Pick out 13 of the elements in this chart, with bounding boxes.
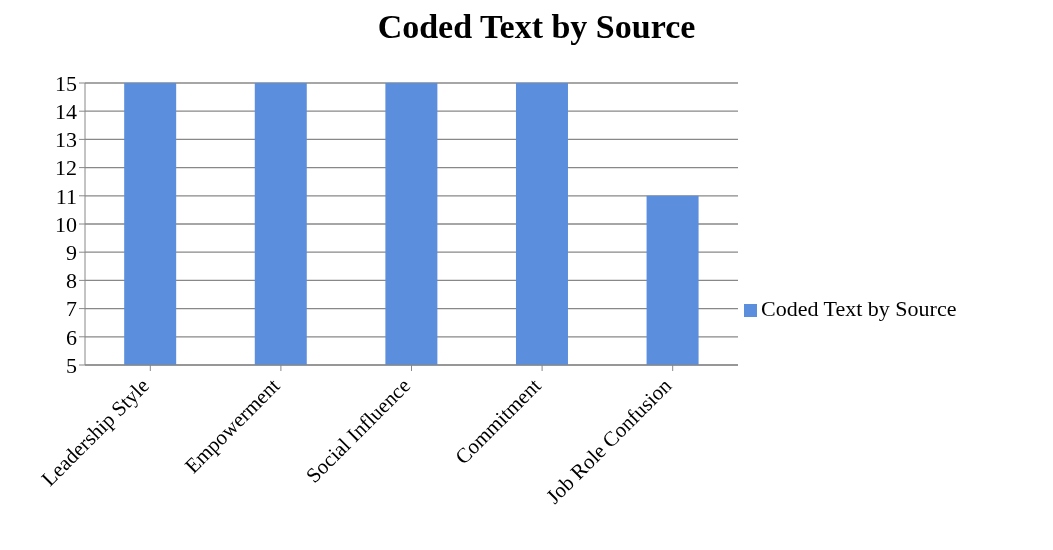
y-tick-label: 13 [55,127,77,153]
y-tick-label: 9 [66,240,77,266]
y-tick-label: 11 [55,183,77,209]
legend-label: Coded Text by Source [761,296,957,321]
y-tick-label: 15 [55,70,77,96]
y-tick-label: 6 [66,324,77,350]
y-tick-label: 5 [66,352,77,378]
y-tick-label: 10 [55,211,77,237]
y-tick-label: 14 [55,99,77,125]
y-tick-label: 8 [66,268,77,294]
chart-title: Coded Text by Source [376,8,697,46]
y-tick-label: 7 [66,296,77,322]
y-tick-label: 12 [55,155,77,181]
